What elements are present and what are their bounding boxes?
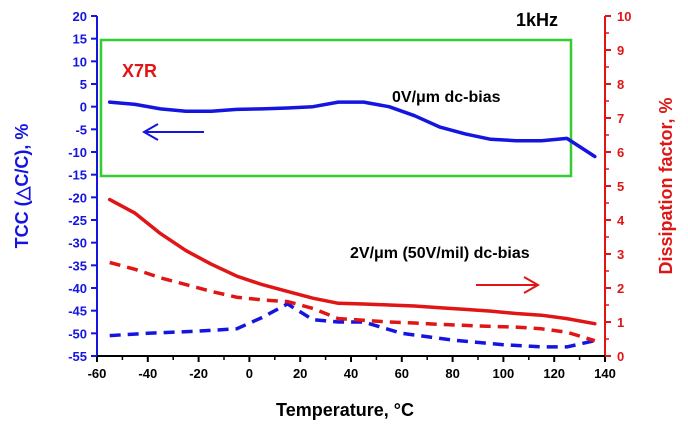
y-left-tick-label: -55 [68,349,87,364]
x-tick-label: 100 [493,366,515,381]
y-left-tick-label: -10 [68,145,87,160]
x-tick-label: -40 [138,366,157,381]
y-left-tick-label: -35 [68,258,87,273]
x-tick-label: 140 [594,366,616,381]
arrow-right-icon [476,276,541,294]
annotations: X7R 1kHz 0V/μm dc-bias 2V/μm (50V/mil) d… [12,10,676,420]
y-right-tick-label: 10 [617,9,631,24]
arrow-left-icon [141,123,204,141]
y-left-tick-label: 5 [80,77,87,92]
y-right-tick-label: 2 [617,281,624,296]
x-tick-label: 120 [543,366,565,381]
series-line-right-solid [107,197,597,326]
y-right-tick-label: 7 [617,111,624,126]
y-left-tick-label: 20 [73,9,87,24]
x-tick-label: 0 [246,366,253,381]
y-right-tick-label: 9 [617,43,624,58]
y-right-tick-label: 8 [617,77,624,92]
y-left-tick-label: 15 [73,32,87,47]
curve-label-0v: 0V/μm dc-bias [392,89,501,106]
y-left-tick-label: 10 [73,54,87,69]
y-left-tick-label: -5 [75,122,87,137]
y-left-tick-label: -15 [68,168,87,183]
x-tick-label: 20 [293,366,307,381]
highlight-box [99,38,573,178]
y-left-tick-label: -40 [68,281,87,296]
series-line-right-dashed [109,260,596,343]
y-right-tick-label: 5 [617,179,624,194]
y-left-tick-label: -30 [68,236,87,251]
x-tick-label: -20 [189,366,208,381]
series-line-left-solid [107,100,597,159]
y-left-tick-label: -25 [68,213,87,228]
y-right-tick-label: 6 [617,145,624,160]
y-right-tick-label: 3 [617,247,624,262]
material-label: X7R [122,61,157,81]
y-right-tick-label: 1 [617,315,624,330]
x-tick-label: 40 [344,366,358,381]
chart-title: 1kHz [516,10,558,30]
x-tick-label: 60 [395,366,409,381]
y-left-tick-label: 0 [80,100,87,115]
x-axis-label: Temperature, °C [276,400,414,420]
y-left-tick-label: -50 [68,326,87,341]
x-tick-label: -60 [88,366,107,381]
curve-label-2v: 2V/μm (50V/mil) dc-bias [350,245,530,262]
y-right-tick-label: 0 [617,349,624,364]
tick-labels: -60 -40 -20 0 20 40 60 80 100 120 14020151050-5-10… [68,9,631,381]
y-axis-left-label: TCC (△C/C), % [12,124,32,249]
axes [91,15,611,362]
x-tick-label: 80 [445,366,459,381]
y-left-tick-label: -45 [68,304,87,319]
y-left-tick-label: -20 [68,190,87,205]
y-axis-right-label: Dissipation factor, % [656,97,676,274]
y-right-tick-label: 4 [617,213,625,228]
series-lines [107,100,598,349]
series-line-left-dashed [109,302,598,349]
